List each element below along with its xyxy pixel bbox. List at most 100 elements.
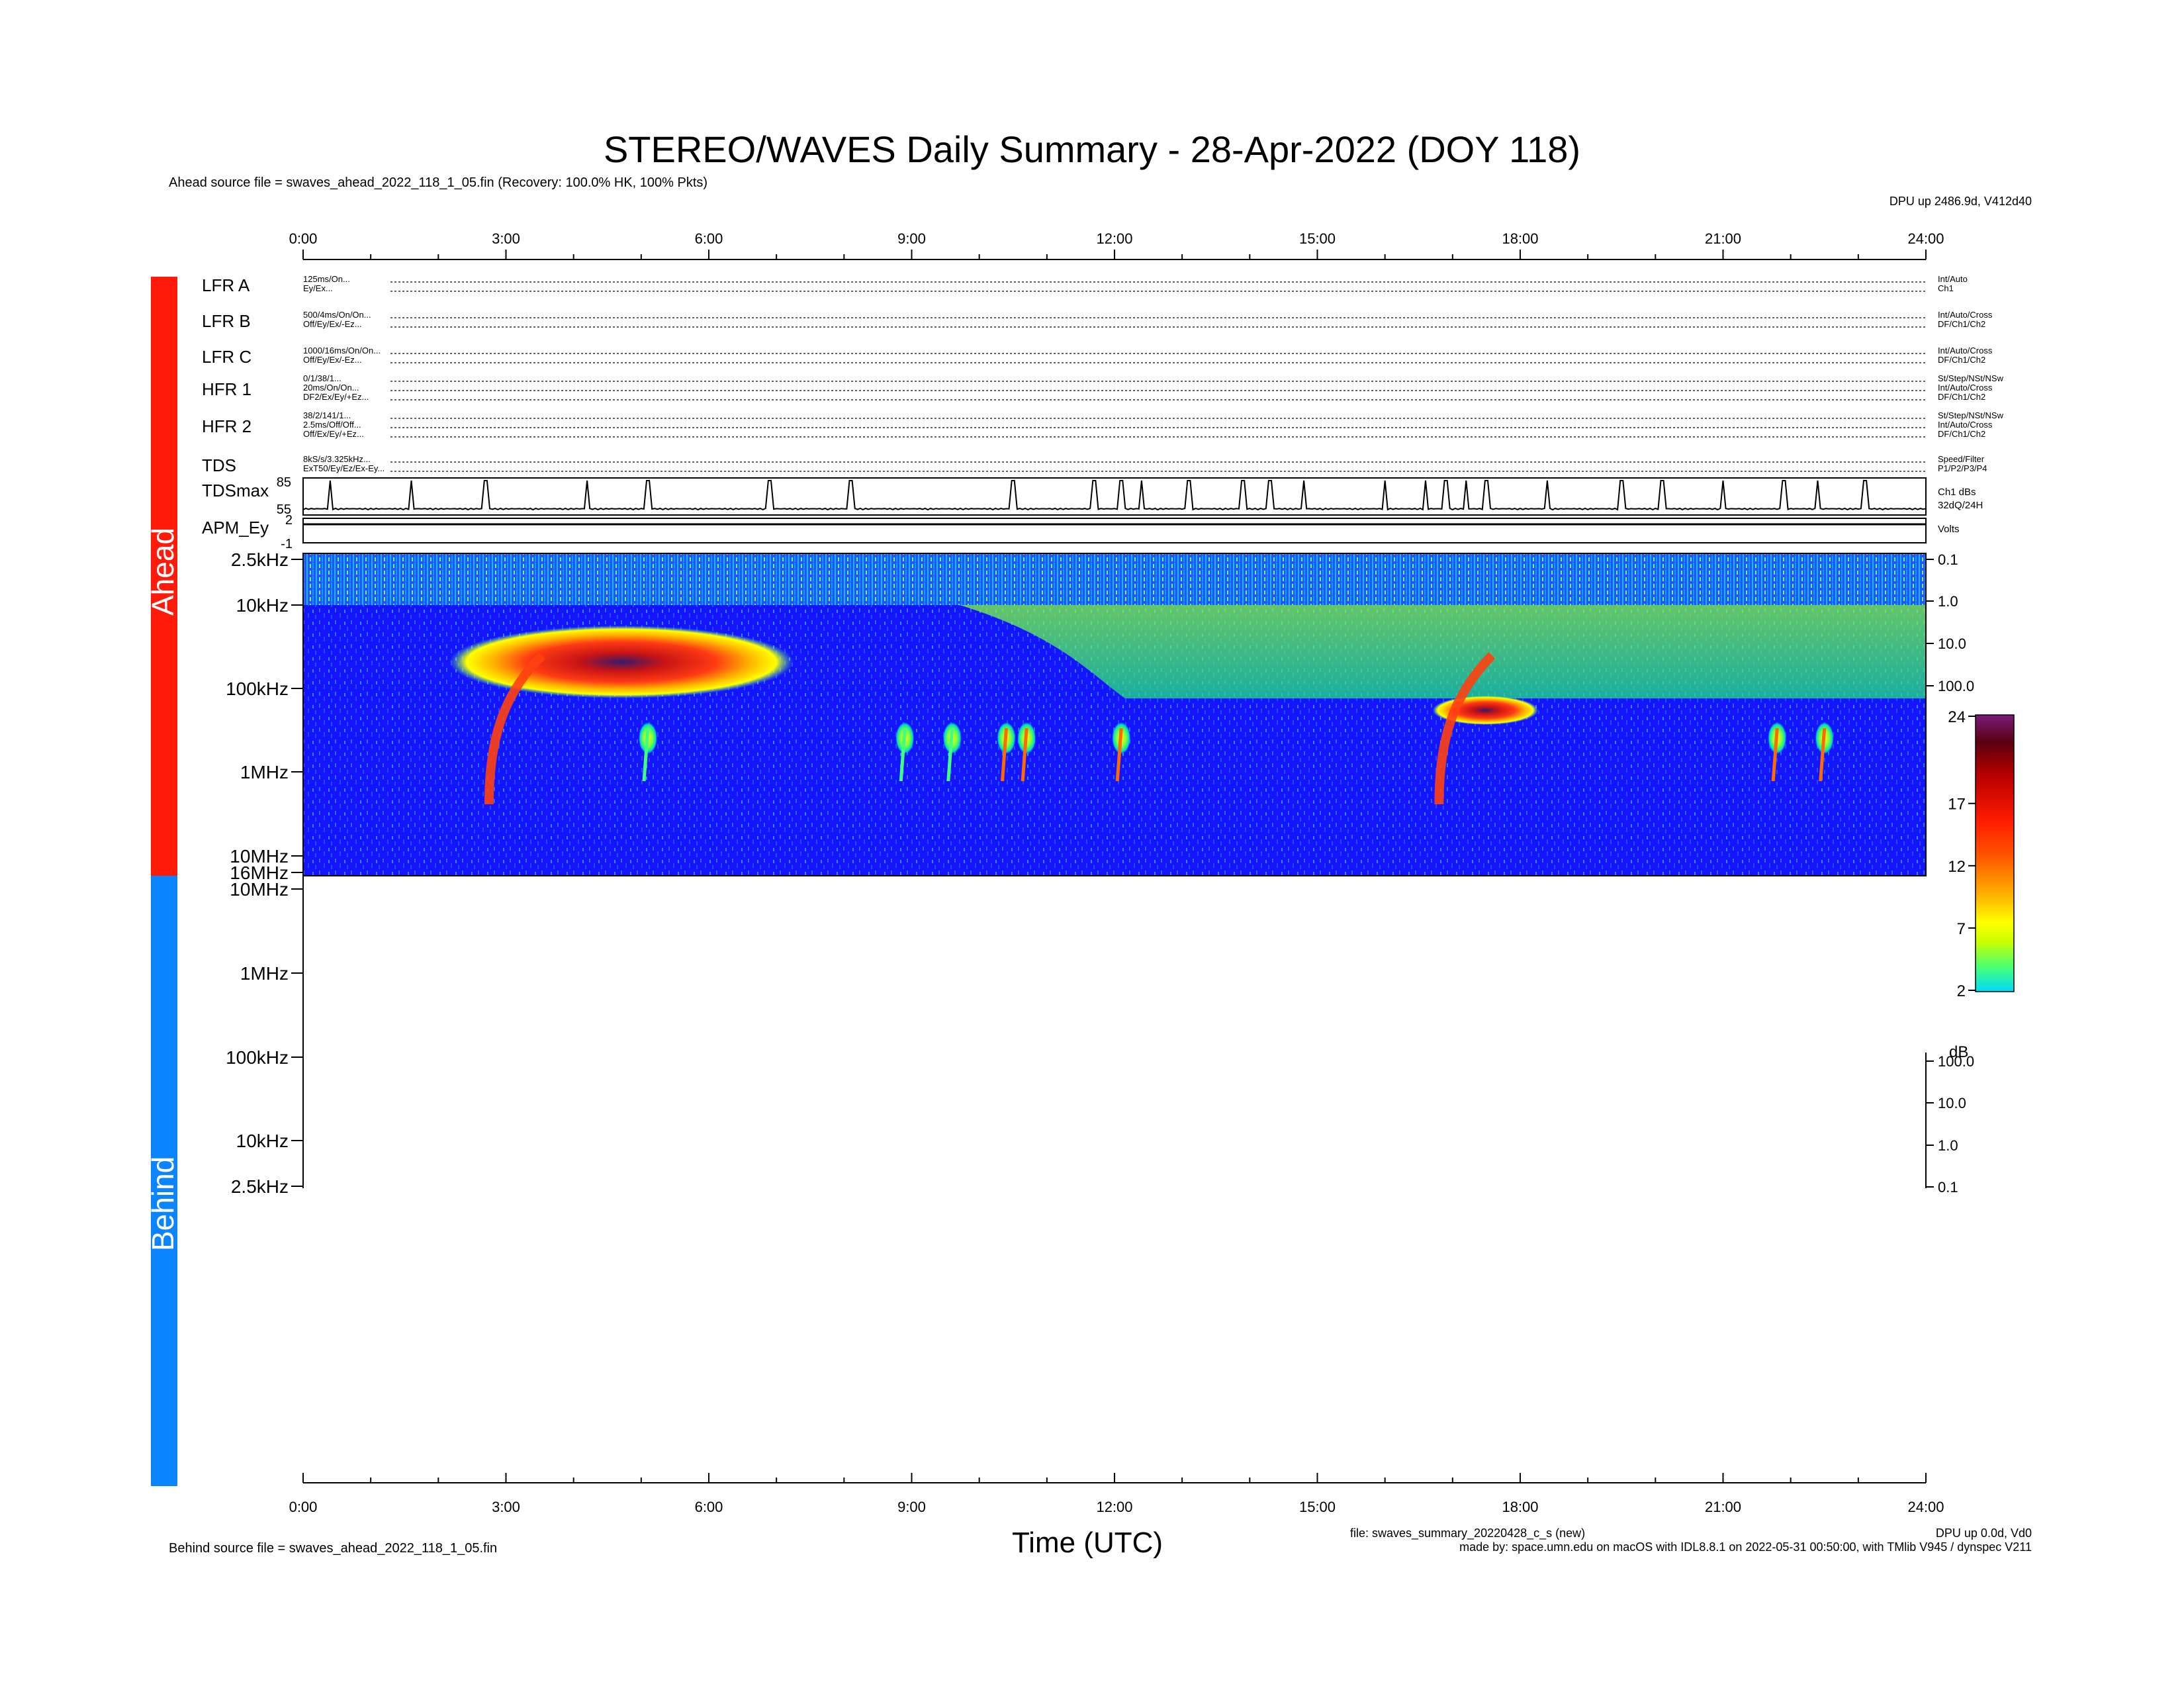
bottom-time-label: 3:00: [492, 1499, 520, 1515]
status-row-mode: Ch1: [1938, 283, 1954, 293]
burst-drift: [642, 727, 650, 782]
freq-label: 10MHz: [230, 846, 289, 867]
freq-label: 1MHz: [240, 762, 289, 782]
freq-label: 100kHz: [226, 1047, 289, 1068]
burst-drift: [899, 727, 907, 782]
behind-bar: Behind: [146, 876, 180, 1486]
bottom-time-label: 15:00: [1299, 1499, 1336, 1515]
radio-burst: [1112, 722, 1131, 782]
status-row-name: LFR B: [202, 311, 251, 331]
status-row-mode: Int/Auto/Cross: [1938, 346, 1993, 355]
colorbar-tick-label: 2: [1957, 982, 1966, 1000]
freq-label: 100kHz: [226, 679, 289, 699]
radio-burst: [639, 722, 658, 782]
ahead-bar: Ahead: [146, 277, 180, 876]
colorbar-tick-label: 17: [1948, 796, 1966, 814]
radio-burst: [1432, 652, 1539, 805]
ahead-spectrogram: [302, 553, 1927, 876]
bottom-time-label: 24:00: [1907, 1499, 1944, 1515]
behind-panel: 10MHz 1MHz 100kHz 10kHz 2.5kHz 100.0 10.0 1.0 0…: [226, 876, 1974, 1197]
right-label: 1.0: [1938, 1137, 1958, 1154]
status-row-mode: DF/Ch1/Ch2: [1938, 355, 1985, 365]
behind-label: Behind: [146, 1156, 180, 1251]
top-time-label: 6:00: [695, 230, 723, 247]
radio-burst: [1017, 722, 1036, 782]
top-time-label: 0:00: [289, 230, 318, 247]
radio-burst: [449, 626, 794, 805]
colorbar-unit: dB: [1949, 1043, 1968, 1061]
made-by-info: made by: space.umn.edu on macOS with IDL…: [1459, 1540, 2032, 1554]
apm-tick-top: 2: [285, 513, 293, 528]
burst-drift: [946, 727, 954, 782]
burst-drift: [1819, 727, 1827, 782]
status-row-setting: 0/1/38/1...: [303, 373, 341, 383]
right-label: 0.1: [1938, 1179, 1958, 1196]
freq-label: 10MHz: [230, 879, 289, 900]
status-row-name: LFR A: [202, 275, 250, 295]
radio-burst: [997, 722, 1016, 782]
freq-label: 2.5kHz: [231, 1176, 289, 1197]
colorbar-tick-label: 24: [1948, 708, 1966, 726]
tdsmax-right-2: 32dQ/24H: [1938, 500, 1983, 511]
ahead-right-axis: 0.1 1.0 10.0 100.0: [1926, 551, 1974, 694]
right-label: 10.0: [1938, 1095, 1966, 1111]
status-row-name: LFR C: [202, 347, 251, 367]
colorbar-tick-label: 7: [1957, 920, 1966, 938]
status-row-mode: DF/Ch1/Ch2: [1938, 392, 1985, 402]
summary-file-info: file: swaves_summary_20220428_c_s (new): [1350, 1526, 1585, 1540]
top-time-label: 18:00: [1502, 230, 1538, 247]
status-row-setting: Ey/Ex...: [303, 283, 333, 293]
bottom-time-label: 12:00: [1096, 1499, 1132, 1515]
ahead-source-file: Ahead source file = swaves_ahead_2022_11…: [169, 175, 707, 190]
status-row-setting: ExT50/Ey/Ez/Ex-Ey...: [303, 463, 385, 473]
status-row-name: TDS: [202, 455, 236, 475]
status-row-setting: 500/4ms/On/On...: [303, 310, 371, 320]
behind-source-file: Behind source file = swaves_ahead_2022_1…: [169, 1541, 497, 1556]
status-row: TDS 8kS/s/3.325kHz...ExT50/Ey/Ez/Ex-Ey...…: [202, 454, 1987, 475]
top-time-label: 12:00: [1096, 230, 1132, 247]
burst-drift: [1021, 727, 1028, 782]
right-label: 1.0: [1938, 593, 1958, 610]
right-label: 100.0: [1938, 1053, 1974, 1070]
status-row-mode: DF/Ch1/Ch2: [1938, 429, 1985, 439]
status-row-setting: 38/2/141/1...: [303, 410, 351, 420]
status-row-setting: Off/Ey/Ex/-Ez...: [303, 355, 362, 365]
status-row-setting: 125ms/On...: [303, 274, 350, 284]
tdsmax-right-1: Ch1 dBs: [1938, 487, 1976, 498]
freq-label: 16MHz: [230, 863, 289, 883]
status-row-mode: Speed/Filter: [1938, 454, 1985, 464]
top-time-axis: 0:00 3:00 6:00 9:00 12:00 15:00 18:00 21:00 24:0…: [289, 230, 1944, 260]
bottom-time-axis: 0:00 3:00 6:00 9:00 12:00 15:00 18:00 21:00 24:0…: [289, 1473, 1944, 1559]
top-time-label: 15:00: [1299, 230, 1336, 247]
status-row: LFR B 500/4ms/On/On...Off/Ey/Ex/-Ez... Int…: [202, 310, 1993, 331]
apm-tick-bottom: -1: [281, 537, 293, 551]
status-row-mode: Int/Auto/Cross: [1938, 383, 1993, 393]
bottom-time-label: 6:00: [695, 1499, 723, 1515]
burst-drift: [1434, 652, 1496, 805]
status-row: LFR C 1000/16ms/On/On...Off/Ey/Ex/-Ez... I…: [202, 346, 1993, 367]
freq-label: 2.5kHz: [231, 549, 289, 570]
burst-drift: [1115, 727, 1123, 782]
top-time-label: 24:00: [1907, 230, 1944, 247]
status-row-setting: Off/Ey/Ex/-Ez...: [303, 319, 362, 329]
colorbar: 24 17 12 7 2 dB: [1948, 708, 2015, 1061]
radio-burst: [895, 722, 915, 782]
status-row-mode: DF/Ch1/Ch2: [1938, 319, 1985, 329]
burst-drift: [484, 652, 545, 805]
burst-core: [449, 626, 794, 698]
right-label: 100.0: [1938, 678, 1974, 694]
freq-label: 10kHz: [236, 595, 289, 616]
status-row-mode: St/Step/NSt/NSw: [1938, 373, 2004, 383]
status-row-mode: Int/Auto/Cross: [1938, 310, 1993, 320]
right-label: 10.0: [1938, 635, 1966, 652]
status-row-mode: Int/Auto/Cross: [1938, 420, 1993, 430]
right-label: 0.1: [1938, 551, 1958, 568]
radio-burst: [1815, 722, 1834, 782]
tdsmax-tick-top: 85: [277, 475, 291, 490]
status-row-mode: Int/Auto: [1938, 274, 1968, 284]
status-row: HFR 1 0/1/38/1...20ms/On/On...DF2/Ex/Ey/+…: [202, 373, 2004, 402]
bottom-time-label: 9:00: [897, 1499, 926, 1515]
tdsmax-panel: TDSmax 85 55 Ch1 dBs 32dQ/24H: [202, 475, 1983, 517]
tdsmax-label: TDSmax: [202, 481, 269, 500]
